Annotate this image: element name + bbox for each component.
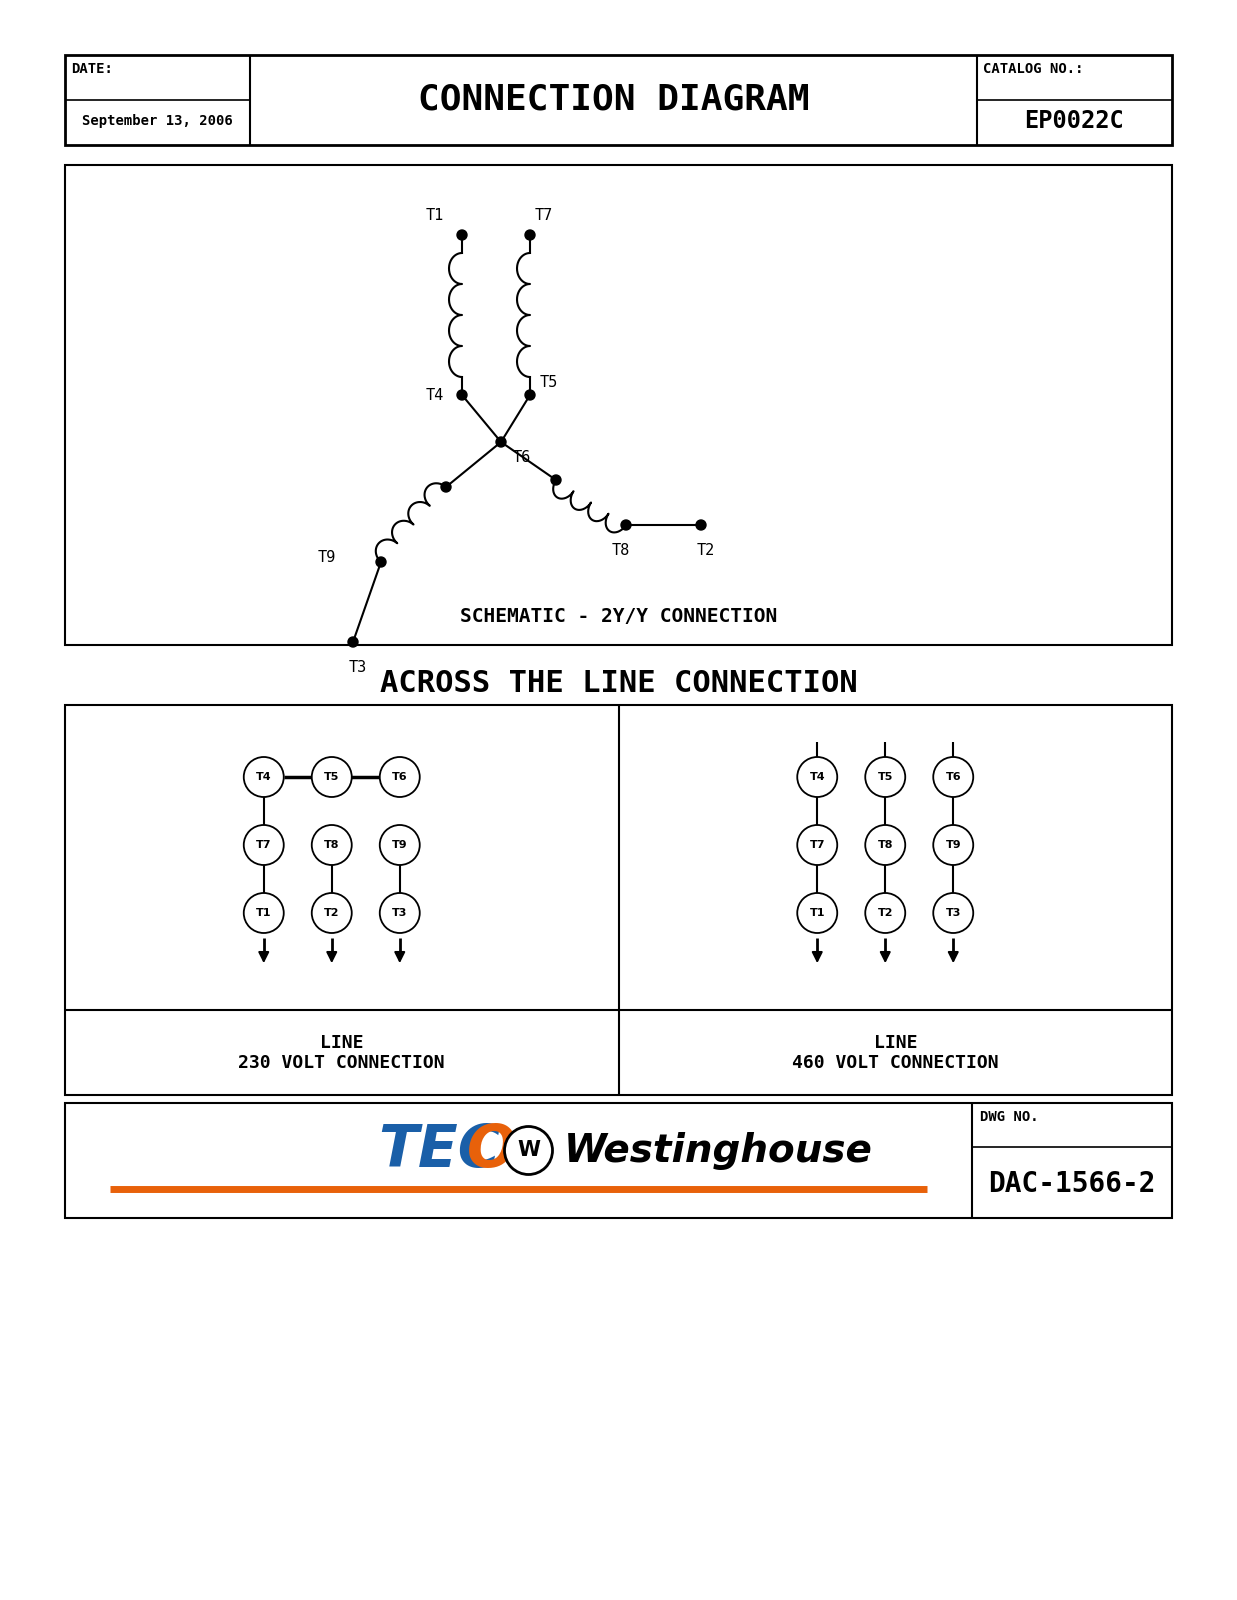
Text: T1: T1 <box>809 909 825 918</box>
Text: T9: T9 <box>945 840 961 850</box>
Text: T9: T9 <box>318 549 336 565</box>
Bar <box>66 165 1171 645</box>
Circle shape <box>865 893 905 933</box>
Text: T3: T3 <box>349 659 367 675</box>
Text: T3: T3 <box>945 909 961 918</box>
Circle shape <box>798 757 837 797</box>
Text: CONNECTION DIAGRAM: CONNECTION DIAGRAM <box>418 83 809 117</box>
Text: T8: T8 <box>324 840 339 850</box>
Text: DWG NO.: DWG NO. <box>980 1110 1039 1123</box>
Text: T6: T6 <box>513 450 531 466</box>
Text: CATALOG NO.:: CATALOG NO.: <box>983 62 1084 75</box>
Circle shape <box>696 520 706 530</box>
Text: T5: T5 <box>324 773 339 782</box>
Text: T3: T3 <box>392 909 407 918</box>
Text: T6: T6 <box>392 773 407 782</box>
Circle shape <box>348 637 357 646</box>
Circle shape <box>380 757 419 797</box>
Circle shape <box>865 757 905 797</box>
Text: SCHEMATIC - 2Y/Y CONNECTION: SCHEMATIC - 2Y/Y CONNECTION <box>460 608 777 627</box>
Bar <box>66 706 1171 1094</box>
Circle shape <box>244 757 283 797</box>
Bar <box>66 1102 1171 1218</box>
Text: T8: T8 <box>877 840 893 850</box>
Text: T2: T2 <box>696 542 715 558</box>
Circle shape <box>380 826 419 866</box>
Circle shape <box>312 893 351 933</box>
Circle shape <box>621 520 631 530</box>
Text: ACROSS THE LINE CONNECTION: ACROSS THE LINE CONNECTION <box>380 669 857 698</box>
Circle shape <box>376 557 386 566</box>
Text: T4: T4 <box>256 773 272 782</box>
Circle shape <box>865 826 905 866</box>
Circle shape <box>312 826 351 866</box>
Text: DAC-1566-2: DAC-1566-2 <box>988 1170 1155 1197</box>
Text: T7: T7 <box>809 840 825 850</box>
Text: T4: T4 <box>426 387 444 403</box>
Circle shape <box>442 482 452 493</box>
Text: DATE:: DATE: <box>71 62 113 75</box>
Circle shape <box>798 826 837 866</box>
Text: Westinghouse: Westinghouse <box>564 1131 872 1170</box>
Circle shape <box>505 1126 553 1174</box>
Circle shape <box>380 893 419 933</box>
Circle shape <box>933 826 974 866</box>
Circle shape <box>244 826 283 866</box>
Circle shape <box>524 390 534 400</box>
Text: T8: T8 <box>612 542 630 558</box>
Circle shape <box>312 757 351 797</box>
Text: T2: T2 <box>877 909 893 918</box>
Circle shape <box>524 230 534 240</box>
Text: O: O <box>466 1122 516 1179</box>
Circle shape <box>933 757 974 797</box>
Circle shape <box>456 390 468 400</box>
Text: T4: T4 <box>809 773 825 782</box>
Circle shape <box>798 893 837 933</box>
Circle shape <box>933 893 974 933</box>
Circle shape <box>244 893 283 933</box>
Text: T1: T1 <box>426 208 444 222</box>
Text: T1: T1 <box>256 909 271 918</box>
Text: T7: T7 <box>256 840 271 850</box>
Bar <box>66 54 1171 146</box>
Text: September 13, 2006: September 13, 2006 <box>82 114 233 128</box>
Text: T6: T6 <box>945 773 961 782</box>
Circle shape <box>456 230 468 240</box>
Text: T7: T7 <box>534 208 553 222</box>
Circle shape <box>496 437 506 446</box>
Circle shape <box>550 475 562 485</box>
Text: T2: T2 <box>324 909 339 918</box>
Text: LINE
230 VOLT CONNECTION: LINE 230 VOLT CONNECTION <box>239 1034 445 1072</box>
Text: T5: T5 <box>877 773 893 782</box>
Text: TEC: TEC <box>379 1122 501 1179</box>
Text: EP0022C: EP0022C <box>1024 109 1124 133</box>
Text: T9: T9 <box>392 840 407 850</box>
Text: T5: T5 <box>541 374 558 390</box>
Text: LINE
460 VOLT CONNECTION: LINE 460 VOLT CONNECTION <box>792 1034 998 1072</box>
Text: W: W <box>517 1141 541 1160</box>
